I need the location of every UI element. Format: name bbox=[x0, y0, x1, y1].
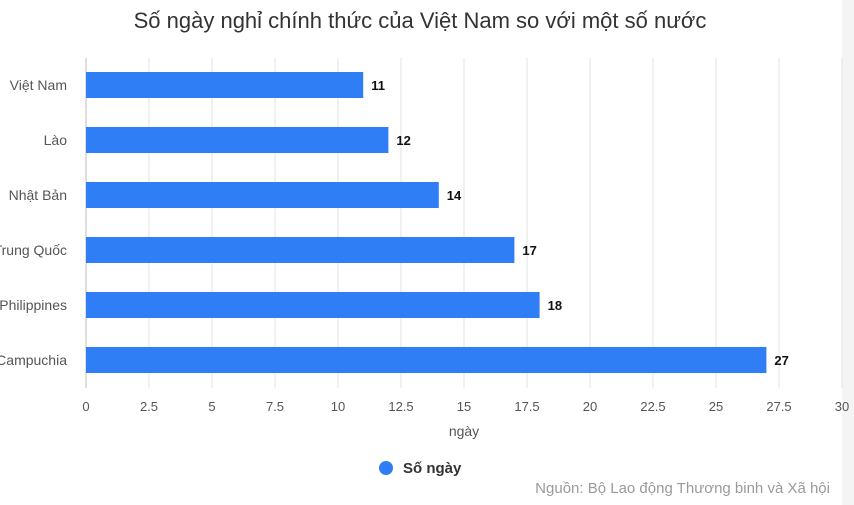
x-tick-label: 15 bbox=[457, 399, 471, 414]
x-tick-label: 12.5 bbox=[388, 399, 413, 414]
bar[interactable] bbox=[86, 72, 364, 98]
category-label: Nhật Bản bbox=[9, 187, 67, 203]
x-tick-label: 10 bbox=[331, 399, 345, 414]
grid-lines bbox=[85, 58, 843, 388]
category-label: Việt Nam bbox=[10, 77, 67, 93]
bar[interactable] bbox=[86, 182, 439, 208]
x-tick-label: 0 bbox=[82, 399, 89, 414]
legend-marker-icon bbox=[379, 461, 393, 475]
data-label: 27 bbox=[774, 353, 788, 368]
x-tick-label: 5 bbox=[208, 399, 215, 414]
bar[interactable] bbox=[86, 347, 767, 373]
category-label: Trung Quốc bbox=[0, 242, 67, 258]
data-label: 11 bbox=[371, 78, 385, 93]
x-tick-label: 7.5 bbox=[266, 399, 284, 414]
page-edge bbox=[842, 0, 854, 505]
data-label: 14 bbox=[447, 188, 462, 203]
x-axis-title: ngày bbox=[449, 423, 479, 439]
data-label: 17 bbox=[522, 243, 536, 258]
category-label: Lào bbox=[44, 132, 68, 148]
legend-label: Số ngày bbox=[403, 459, 462, 477]
x-tick-label: 27.5 bbox=[766, 399, 791, 414]
source-note: Nguồn: Bộ Lao động Thương binh và Xã hội bbox=[535, 480, 830, 497]
x-tick-labels: 0 2.5 5 7.5 10 12.5 15 17.5 20 22.5 25 27.5 30 bbox=[82, 399, 849, 414]
chart-title: Số ngày nghỉ chính thức của Việt Nam so … bbox=[133, 8, 707, 33]
value-labels: 11 12 14 17 18 27 bbox=[371, 78, 789, 368]
x-tick-label: 22.5 bbox=[640, 399, 665, 414]
x-tick-label: 2.5 bbox=[140, 399, 158, 414]
legend[interactable]: Số ngày bbox=[379, 456, 461, 480]
bar[interactable] bbox=[86, 127, 389, 153]
data-label: 18 bbox=[548, 298, 562, 313]
bars bbox=[86, 72, 767, 373]
x-tick-label: 17.5 bbox=[514, 399, 539, 414]
x-tick-label: 30 bbox=[835, 399, 849, 414]
category-label: Philippines bbox=[0, 297, 67, 313]
x-tick-label: 20 bbox=[583, 399, 597, 414]
x-tick-label: 25 bbox=[709, 399, 723, 414]
bar[interactable] bbox=[86, 292, 540, 318]
data-label: 12 bbox=[396, 133, 410, 148]
category-labels: Việt Nam Lào Nhật Bản Trung Quốc Philippines… bbox=[0, 77, 67, 368]
category-label: Campuchia bbox=[0, 352, 67, 368]
bar[interactable] bbox=[86, 237, 515, 263]
